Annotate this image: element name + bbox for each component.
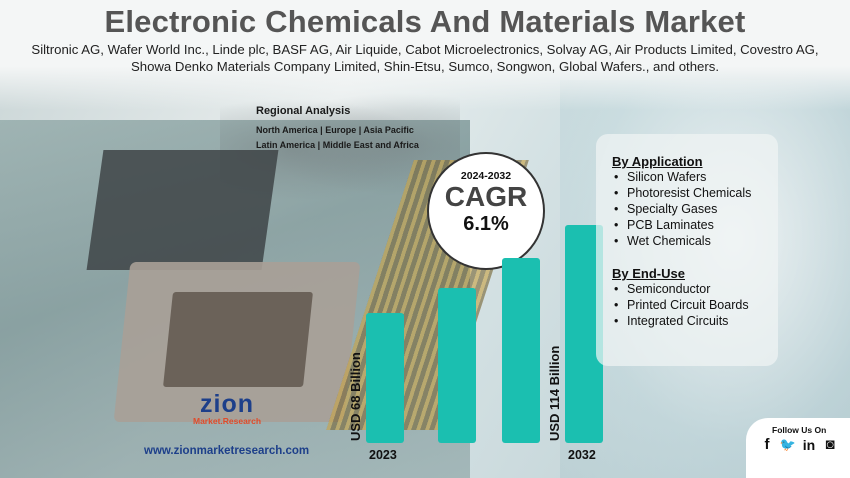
end-use-heading: By End-Use xyxy=(612,266,685,281)
bar-value-label: USD 68 Billion xyxy=(348,352,363,441)
regional-analysis: Regional Analysis North America | Europe… xyxy=(256,105,419,153)
end-use-item: Semiconductor xyxy=(612,281,749,297)
bar-value-label: USD 114 Billion xyxy=(547,345,562,441)
key-companies: Siltronic AG, Wafer World Inc., Linde pl… xyxy=(31,42,819,74)
bar xyxy=(366,313,404,443)
page-title: Electronic Chemicals And Materials Marke… xyxy=(104,4,746,39)
end-use-segment: By End-Use SemiconductorPrinted Circuit … xyxy=(612,266,749,329)
follow-label: Follow Us On xyxy=(772,425,827,435)
x-tick-label: 2032 xyxy=(568,448,596,462)
logo-sub: Market.Research xyxy=(193,416,262,426)
header-fade xyxy=(0,0,850,110)
application-item: PCB Laminates xyxy=(612,217,751,233)
cagr-label: CAGR xyxy=(444,181,528,212)
logo-main: zion xyxy=(200,390,255,418)
application-item: Silicon Wafers xyxy=(612,169,751,185)
facebook-icon[interactable]: f xyxy=(764,436,770,453)
twitter-icon[interactable]: 🐦 xyxy=(779,437,797,452)
cagr-badge: 2024-2032 CAGR 6.1% xyxy=(432,157,540,265)
cagr-value: 6.1% xyxy=(463,213,509,235)
linkedin-icon[interactable]: in xyxy=(802,437,816,453)
application-item: Specialty Gases xyxy=(612,201,751,217)
cagr-period: 2024-2032 xyxy=(460,170,512,182)
application-heading: By Application xyxy=(612,154,703,169)
website-link[interactable]: www.zionmarketresearch.com xyxy=(144,445,310,457)
chip-socket-inner xyxy=(163,292,313,387)
regional-line-1: North America | Europe | Asia Pacific xyxy=(256,125,414,135)
microchip-background xyxy=(86,150,279,270)
social-box: Follow Us On f 🐦 in ◙ xyxy=(746,418,850,478)
application-list: Silicon WafersPhotoresist ChemicalsSpeci… xyxy=(612,169,751,249)
segments-panel: By Application Silicon WafersPhotoresist… xyxy=(596,134,778,366)
x-tick-label: 2023 xyxy=(369,448,397,462)
instagram-icon[interactable]: ◙ xyxy=(825,436,835,453)
bar xyxy=(438,288,476,443)
bar xyxy=(502,258,540,443)
end-use-item: Printed Circuit Boards xyxy=(612,297,749,313)
application-item: Photoresist Chemicals xyxy=(612,185,751,201)
zion-logo[interactable]: zion Market.Research xyxy=(193,390,262,427)
application-segment: By Application Silicon WafersPhotoresist… xyxy=(612,154,751,249)
end-use-item: Integrated Circuits xyxy=(612,313,749,329)
end-use-list: SemiconductorPrinted Circuit BoardsInteg… xyxy=(612,281,749,329)
regional-heading: Regional Analysis xyxy=(256,105,351,117)
application-item: Wet Chemicals xyxy=(612,233,751,249)
regional-line-2: Latin America | Middle East and Africa xyxy=(256,140,419,150)
